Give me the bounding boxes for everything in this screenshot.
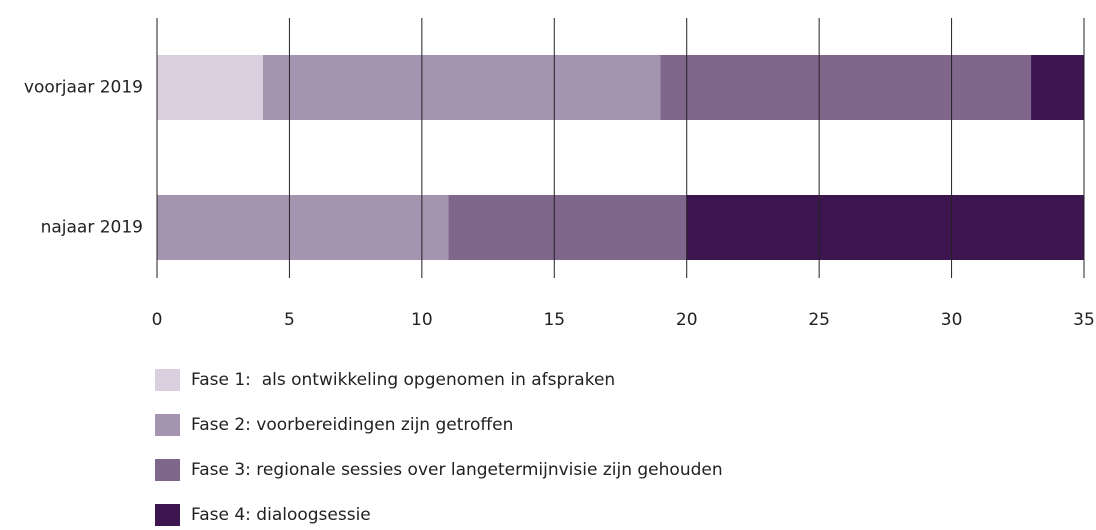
legend-swatch bbox=[155, 504, 180, 526]
legend-label: Fase 4: dialoogsessie bbox=[191, 505, 371, 525]
x-tick-label: 5 bbox=[284, 310, 295, 330]
bar-segment bbox=[660, 55, 1032, 120]
bar-segment bbox=[157, 55, 263, 120]
x-tick-label: 30 bbox=[941, 310, 963, 330]
x-tick-label: 10 bbox=[411, 310, 433, 330]
legend-swatch bbox=[155, 369, 180, 391]
bar-segment bbox=[262, 55, 661, 120]
bar-segment bbox=[157, 195, 449, 260]
x-tick-label: 15 bbox=[543, 310, 565, 330]
x-tick-label: 20 bbox=[676, 310, 698, 330]
legend-label: Fase 2: voorbereidingen zijn getroffen bbox=[191, 415, 513, 435]
y-tick-label: najaar 2019 bbox=[41, 218, 143, 238]
bar-segment bbox=[1031, 55, 1084, 120]
x-tick-label: 0 bbox=[152, 310, 163, 330]
bar-segment bbox=[686, 195, 1084, 260]
bar-segment bbox=[448, 195, 687, 260]
legend-swatch bbox=[155, 459, 180, 481]
legend-label: Fase 3: regionale sessies over langeterm… bbox=[191, 460, 723, 480]
y-tick-label: voorjaar 2019 bbox=[24, 78, 143, 98]
legend-swatch bbox=[155, 414, 180, 436]
x-tick-label: 25 bbox=[808, 310, 830, 330]
legend-label: Fase 1: als ontwikkeling opgenomen in af… bbox=[191, 370, 615, 390]
x-tick-label: 35 bbox=[1073, 310, 1095, 330]
